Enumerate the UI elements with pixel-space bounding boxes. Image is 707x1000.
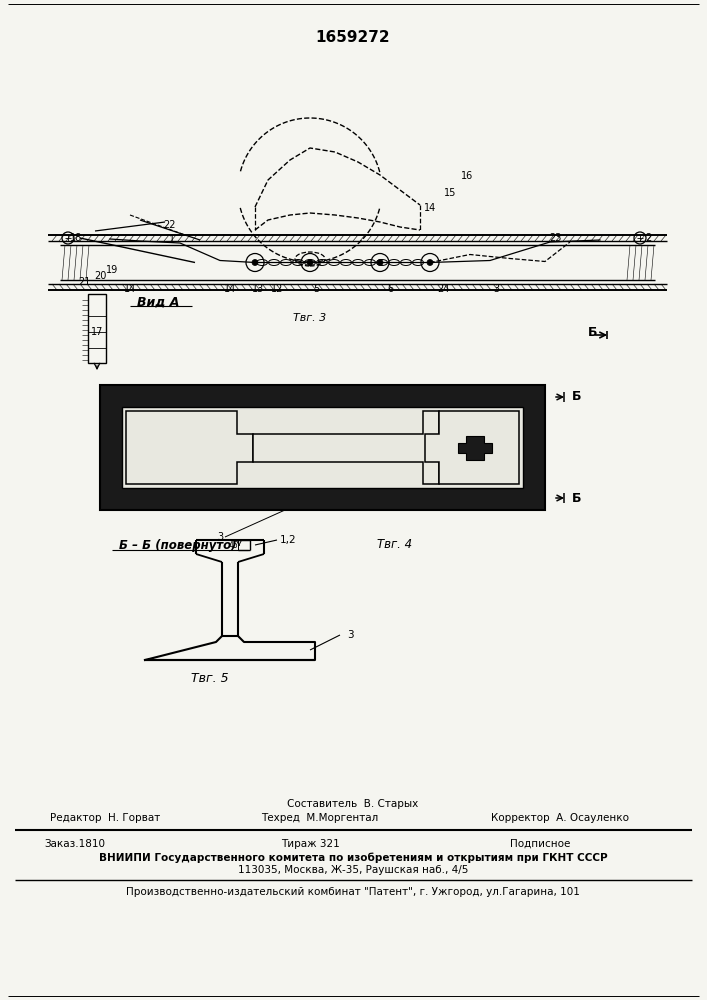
Text: 20: 20: [94, 271, 106, 281]
Text: 1659272: 1659272: [316, 30, 390, 45]
Text: 13: 13: [252, 284, 264, 294]
Text: 20: 20: [338, 441, 354, 454]
Text: Составитель  В. Старых: Составитель В. Старых: [287, 799, 419, 809]
Text: Б – Б (повернуто): Б – Б (повернуто): [119, 538, 237, 552]
Text: 2: 2: [645, 233, 651, 243]
Text: 14: 14: [124, 284, 136, 294]
Polygon shape: [126, 411, 253, 484]
Text: 18: 18: [173, 441, 189, 454]
Text: 3: 3: [346, 630, 354, 640]
Text: Б: Б: [572, 491, 582, 504]
Text: 1: 1: [169, 235, 175, 245]
Text: 16: 16: [461, 171, 473, 181]
Text: 113035, Москва, Ж-35, Раушская наб., 4/5: 113035, Москва, Ж-35, Раушская наб., 4/5: [238, 865, 468, 875]
Text: Τвг. 5: Τвг. 5: [191, 672, 229, 684]
Text: 14: 14: [224, 284, 236, 294]
Circle shape: [252, 259, 258, 265]
Text: Производственно-издательский комбинат "Патент", г. Ужгород, ул.Гагарина, 101: Производственно-издательский комбинат "П…: [126, 887, 580, 897]
Text: 23: 23: [549, 233, 561, 243]
Text: 15: 15: [444, 188, 456, 198]
Text: 5: 5: [313, 284, 319, 294]
Text: Тираж 321: Тираж 321: [281, 839, 339, 849]
Text: 17: 17: [90, 327, 103, 337]
Polygon shape: [253, 411, 439, 484]
Text: 6: 6: [387, 284, 393, 294]
Text: 14: 14: [424, 203, 436, 213]
Text: 3: 3: [217, 532, 223, 542]
Polygon shape: [425, 411, 519, 484]
Text: Техред  М.Моргентал: Техред М.Моргентал: [262, 813, 379, 823]
Bar: [88, 294, 106, 363]
Text: Τвг. 4: Τвг. 4: [378, 538, 413, 552]
Bar: [122, 407, 523, 488]
Text: 1,2: 1,2: [280, 535, 297, 545]
Text: 12: 12: [271, 284, 284, 294]
Text: Б: Б: [588, 326, 597, 338]
Text: Подписное: Подписное: [510, 839, 570, 849]
Text: 45: 45: [229, 540, 239, 550]
Text: 24: 24: [437, 284, 449, 294]
Text: 18: 18: [70, 233, 82, 243]
Bar: [100, 385, 545, 510]
Circle shape: [307, 259, 313, 265]
Circle shape: [377, 259, 383, 265]
Polygon shape: [458, 436, 492, 460]
Text: Корректор  А. Осауленко: Корректор А. Осауленко: [491, 813, 629, 823]
Text: Редактор  Н. Горват: Редактор Н. Горват: [50, 813, 160, 823]
Text: Τвг. 3: Τвг. 3: [293, 313, 327, 323]
Text: Вид A: Вид A: [137, 296, 179, 308]
Text: ВНИИПИ Государственного комитета по изобретениям и открытиям при ГКНТ СССР: ВНИИПИ Государственного комитета по изоб…: [99, 853, 607, 863]
Text: Заказ.1810: Заказ.1810: [45, 839, 105, 849]
Text: 22: 22: [164, 220, 176, 230]
Text: 3: 3: [493, 284, 499, 294]
Circle shape: [427, 259, 433, 265]
Text: 21: 21: [78, 277, 90, 287]
Text: 19: 19: [106, 265, 118, 275]
Text: Б: Б: [572, 390, 582, 403]
Text: 1: 1: [480, 441, 488, 454]
